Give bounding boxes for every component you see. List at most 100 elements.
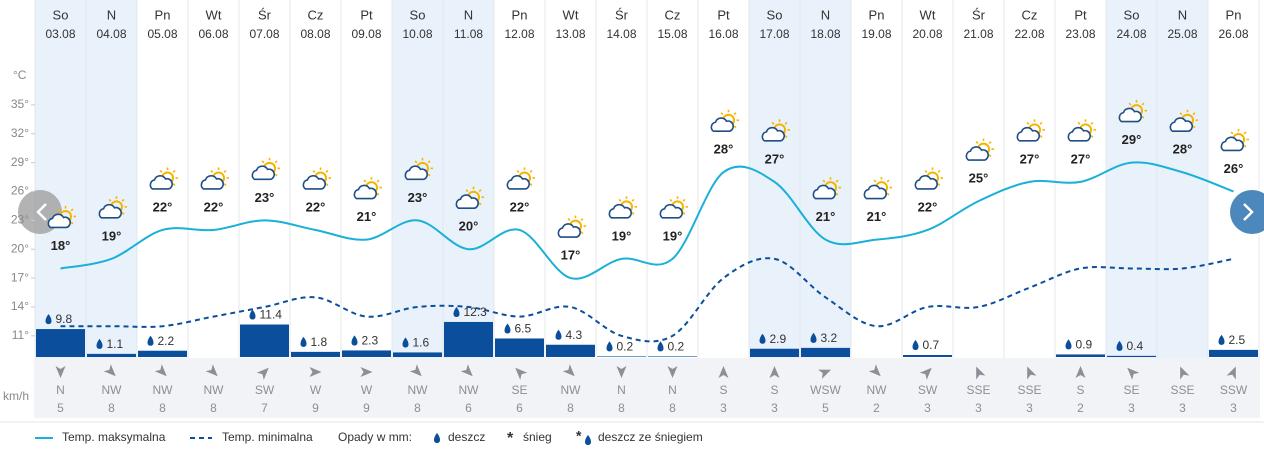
wind-arrow (976, 366, 986, 380)
wind-arrow (515, 367, 528, 380)
wind-direction: W (361, 383, 373, 397)
weather-icon (812, 177, 841, 200)
sun-ray (1141, 102, 1145, 106)
sun-ray (414, 160, 418, 164)
weather-icon (302, 167, 331, 190)
wind-direction: NW (867, 383, 888, 397)
day-name: Cz (665, 7, 681, 22)
x-tick-label: 13.08 (555, 27, 585, 41)
wind-speed: 7 (261, 401, 268, 415)
day-name: N (107, 7, 116, 22)
y-unit: °C (13, 68, 27, 82)
sun-ray (580, 231, 584, 235)
wind-direction: NW (561, 383, 582, 397)
wind-arrow (154, 364, 167, 377)
precip-bar (36, 329, 85, 357)
cloud (149, 175, 173, 190)
sun-ray (363, 179, 367, 183)
temp-label: 20° (459, 219, 479, 234)
sun-ray (1243, 144, 1247, 148)
weekend-column (749, 0, 800, 358)
temp-label: 21° (357, 209, 377, 224)
weather-icon (1220, 128, 1249, 152)
wind-direction: NW (204, 383, 225, 397)
sun-ray (873, 179, 877, 183)
cloud (710, 117, 734, 133)
cloud (863, 184, 887, 200)
sun-ray (975, 141, 979, 145)
temp-label: 19° (102, 228, 122, 243)
x-tick-label: 07.08 (249, 27, 279, 41)
cloud (506, 175, 530, 190)
day-name: So (1124, 7, 1140, 22)
wind-direction: S (1076, 383, 1084, 397)
drop-icon (1218, 334, 1225, 345)
legend-label: deszcz ze śniegiem (598, 430, 703, 444)
legend-label: deszcz (448, 430, 485, 444)
day-name: Pt (360, 7, 373, 22)
day-name: So (410, 7, 426, 22)
temp-label: 22° (204, 199, 224, 214)
day-name: Wt (206, 7, 222, 22)
wind-speed: 2 (1077, 401, 1084, 415)
sun-ray (771, 121, 775, 125)
weekend-column (443, 0, 494, 358)
x-tick-label: 24.08 (1116, 27, 1146, 41)
precip-label: 2.9 (770, 332, 787, 346)
precip-bar (750, 348, 799, 357)
weather-icon (659, 196, 688, 219)
wind-direction: SW (255, 383, 275, 397)
sun-ray (325, 183, 329, 186)
y-tick-label: 23° (11, 213, 29, 227)
day-name: Wt (920, 7, 936, 22)
y-tick-label: 14° (11, 299, 29, 313)
legend-label: śnieg (523, 430, 552, 444)
cloud (557, 223, 581, 238)
wind-direction: SE (511, 383, 527, 397)
sun-ray (1230, 131, 1234, 135)
weather-icon (1067, 119, 1096, 142)
temp-label: 27° (765, 151, 785, 166)
drop-icon (1065, 339, 1072, 350)
wind-speed: 8 (567, 401, 574, 415)
wind-arrow (1180, 366, 1190, 380)
weather-icon (761, 119, 790, 142)
wind-arrow (103, 364, 116, 377)
sun-ray (159, 169, 163, 173)
sun-ray (988, 141, 992, 145)
weekend-column (35, 0, 86, 358)
precip-label: 6.5 (515, 322, 532, 336)
x-tick-label: 17.08 (759, 27, 789, 41)
drop-icon (453, 306, 460, 317)
sun-ray (1090, 134, 1094, 138)
drop-icon (504, 323, 511, 334)
precip-bar (1209, 349, 1258, 357)
sun-ray (631, 198, 635, 202)
x-tick-label: 18.08 (810, 27, 840, 41)
drop-icon (606, 341, 613, 352)
precip-bar (444, 321, 493, 357)
sun-ray (427, 160, 431, 164)
cloud (455, 194, 479, 210)
sun-ray (376, 192, 380, 196)
sun-ray (1141, 115, 1145, 119)
weather-icon (710, 109, 739, 133)
x-tick-label: 25.08 (1167, 27, 1197, 41)
x-tick-label: 08.08 (300, 27, 330, 41)
sun-ray (529, 169, 533, 173)
weather-icon (404, 157, 433, 181)
y-tick-label: 29° (11, 155, 29, 169)
x-tick-label: 15.08 (657, 27, 687, 41)
day-name: Pt (1074, 7, 1087, 22)
sun-ray (567, 218, 571, 221)
wind-arrow (309, 367, 322, 377)
sun-ray (1090, 121, 1094, 125)
sun-ray (121, 211, 125, 215)
nav-right[interactable] (1230, 190, 1264, 234)
wind-arrow (409, 364, 422, 377)
precip-label: 12.3 (464, 305, 488, 319)
wind-speed: 8 (210, 401, 217, 415)
wind-speed: 8 (159, 401, 166, 415)
wind-speed: 6 (516, 401, 523, 415)
sun-ray (669, 198, 673, 202)
